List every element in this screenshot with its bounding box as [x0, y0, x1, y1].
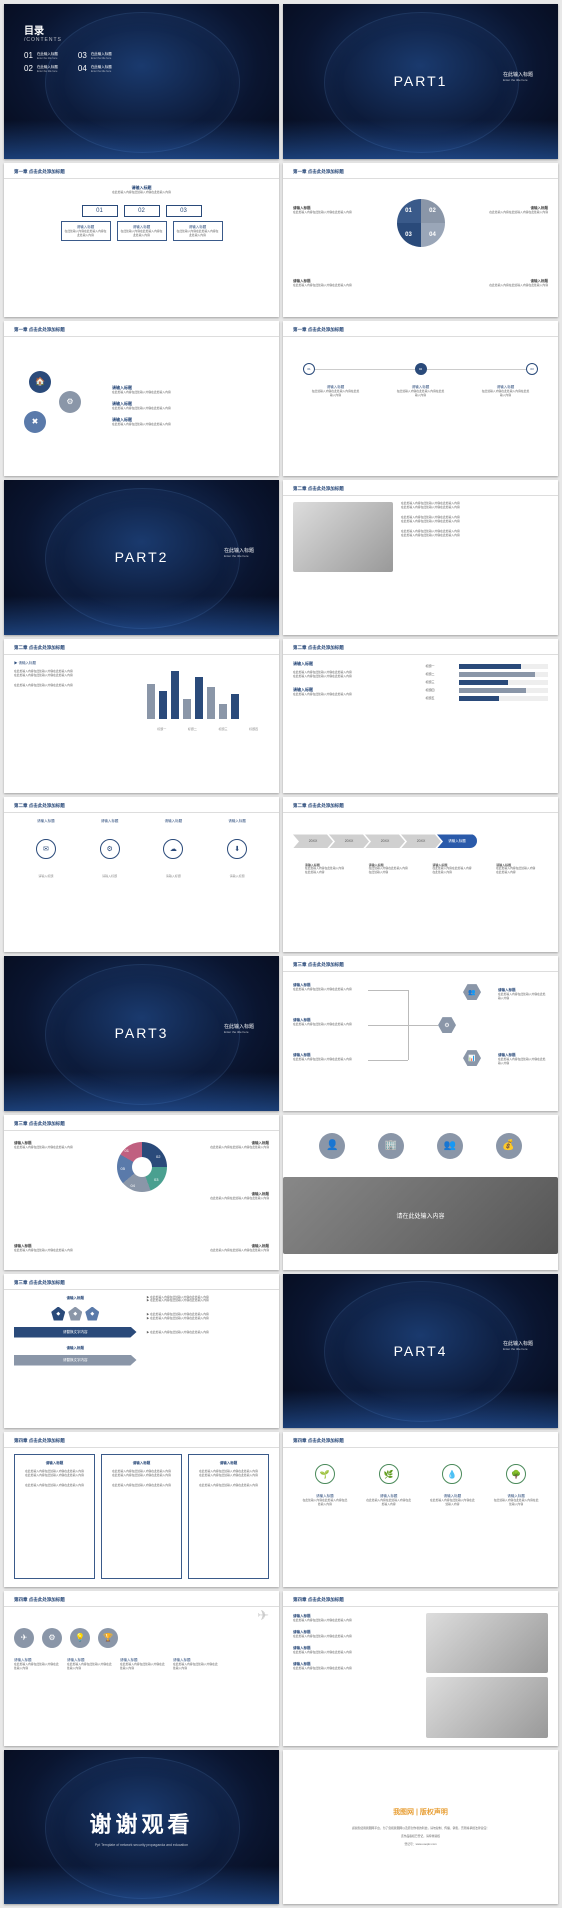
icon-money: 💰: [496, 1133, 522, 1159]
hex-icon: 📊: [463, 1050, 481, 1066]
slide-part3: PART3 在此输入标题Enter the title here: [4, 956, 279, 1111]
thanks-text: 谢谢观看: [89, 1807, 193, 1839]
slide-part2: PART2 在此输入标题Enter the title here: [4, 480, 279, 635]
slide-7: 第二章 点击此处添加标题 在此处输入内容在此处输入内容在此处输入内容在此处输入内…: [283, 480, 558, 635]
toc-item: 03在此输入标题Enter the title here: [78, 51, 112, 60]
bar-chart: [147, 669, 270, 719]
slide-iconbanner: 👤 🏢 👥 💰 请在此处输入内容: [283, 1115, 558, 1270]
hex-icon: ⚙: [438, 1017, 456, 1033]
slide-arrows: 第二章 点击此处添加标题 20XX20XX20XX20XX请输入标题 请输入标题…: [283, 797, 558, 952]
slide-wave: 第二章 点击此处添加标题 请输入标题请输入标题请输入标题请输入标题 ✉⚙☁⬇ 请…: [4, 797, 279, 952]
slide-6: 第一章 点击此处添加标题 010203 请输入标题在此处输入内容在此处输入内容在…: [283, 321, 558, 476]
slide-3: 第一章 点击此处添加标题 请输入标题在此处输入内容在此处输入内容在此处输入内容 …: [4, 163, 279, 318]
slide-part1: PART1 在此输入标题Enter the title here: [283, 4, 558, 159]
slide-4: 第一章 点击此处添加标题 01020304 请输入标题在此处输入内容在此处输入内…: [283, 163, 558, 318]
toc-item: 04在此输入标题Enter the title here: [78, 64, 112, 73]
hex-icon: 👥: [463, 984, 481, 1000]
copyright-title: 我图网 | 版权声明: [303, 1807, 538, 1817]
slide-hbarchart: 第二章 点击此处添加标题 请输入标题 在此处输入内容在此处输入内容在此处输入内容…: [283, 639, 558, 794]
icon-user: 👤: [319, 1133, 345, 1159]
part-number: PART1: [394, 73, 448, 89]
pie-chart: 0102030405: [117, 1142, 167, 1192]
slide-part4: PART4 在此输入标题Enter the title here: [283, 1274, 558, 1429]
icon-building: 🏢: [378, 1133, 404, 1159]
slide-hextree: 第三章 点击此处添加标题 请输入标题在此处输入内容在此处输入内容在此处输入内容 …: [283, 956, 558, 1111]
slide-3cols: 第四章 点击此处添加标题 请输入标题在此处输入内容在此处输入内容在此处输入内容在…: [4, 1432, 279, 1587]
slide-thanks: 谢谢观看 Ppt Template of network security pr…: [4, 1750, 279, 1905]
slide-photolist: 第四章 点击此处添加标题 请输入标题在此处输入内容在此处输入内容在此处输入内容 …: [283, 1591, 558, 1746]
toc-subtitle: /CONTENTS: [24, 37, 112, 43]
photo-placeholder: [293, 502, 393, 572]
slide-achievements: 第四章 点击此处添加标题 ✈ ✈⚙💡🏆 请输入标题在此处输入内容在此处输入内容在…: [4, 1591, 279, 1746]
slide-5: 第一章 点击此处添加标题 🏠 ⚙ ✖ 请输入标题在此处输入内容在此处输入内容在此…: [4, 321, 279, 476]
toc-item: 02在此输入标题Enter the title here: [24, 64, 58, 73]
hbar-chart: 标题一标题二标题三标题四标题五: [426, 661, 549, 786]
slide-pentagons: 第三章 点击此处添加标题 请输入标题 ◆ ◆ ◆ 请替换文字内容 请输入标题 请…: [4, 1274, 279, 1429]
slide-barchart: 第二章 点击此处添加标题 ▶ 请输入标题 在此处输入内容在此处输入内容在此处输入…: [4, 639, 279, 794]
icon-group: 👥: [437, 1133, 463, 1159]
plane-icon: ✈: [257, 1607, 269, 1624]
slide-toc: 目录 /CONTENTS 01在此输入标题Enter the title her…: [4, 4, 279, 159]
toc-title: 目录: [24, 22, 112, 37]
slide-pie: 第三章 点击此处添加标题 0102030405 请输入标题在此处输入内容在此处输…: [4, 1115, 279, 1270]
slide-plants: 第四章 点击此处添加标题 🌱🌿💧🌳 请输入标题在此处输入内容在此处输入内容在此处…: [283, 1432, 558, 1587]
slide-copyright: 我图网 | 版权声明 感谢您使用我图网平台，为了您和我图网以及原创作者的利益，请…: [283, 1750, 558, 1905]
toc-item: 01在此输入标题Enter the title here: [24, 51, 58, 60]
